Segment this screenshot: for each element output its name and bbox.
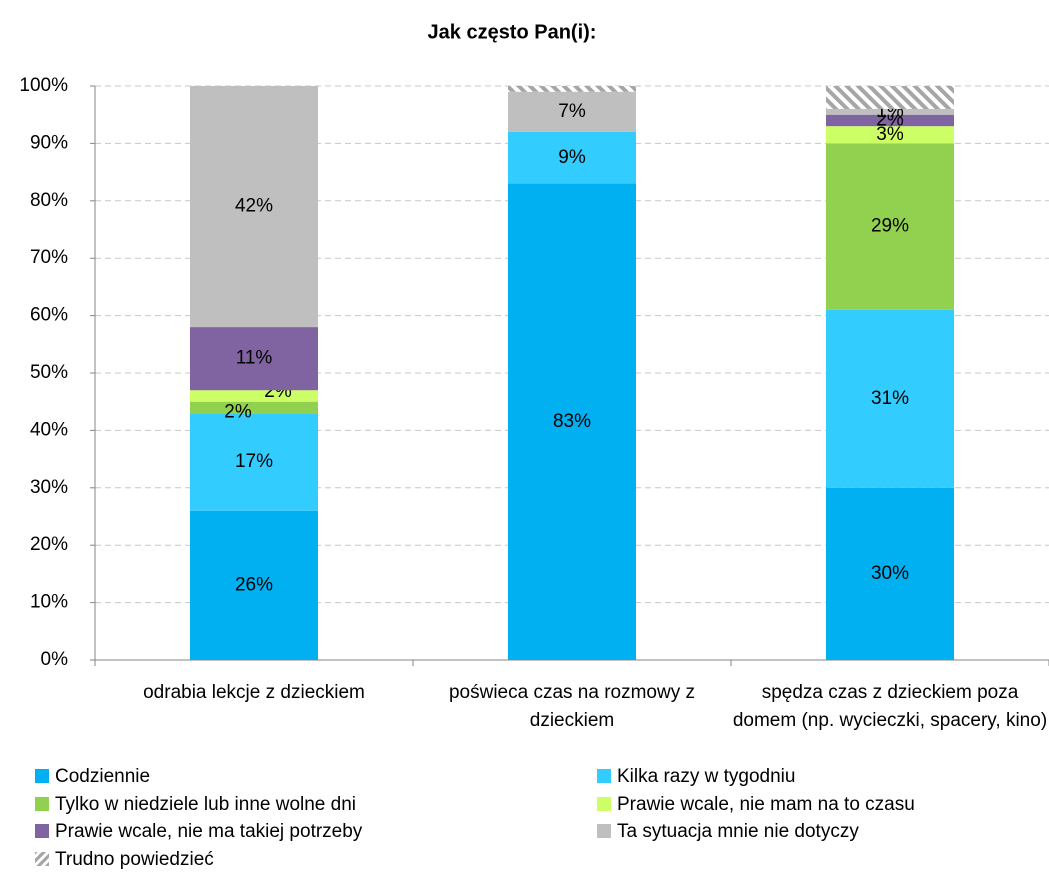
- y-tick-label: 100%: [19, 75, 68, 96]
- legend-item: Tylko w niedziele lub inne wolne dni: [35, 794, 356, 816]
- data-label: 7%: [558, 101, 586, 122]
- bar-segment: [190, 86, 318, 328]
- y-tick-label: 50%: [30, 362, 68, 383]
- bar-segment: [826, 487, 954, 660]
- y-tick-label: 40%: [30, 419, 68, 440]
- data-label: 3%: [876, 124, 904, 145]
- data-label: 30%: [871, 563, 909, 584]
- bar-segment: [826, 143, 954, 310]
- legend-label: Trudno powiedzieć: [55, 848, 214, 870]
- bar-segment: [190, 510, 318, 660]
- bar-segment: [826, 126, 954, 144]
- y-tick-label: 20%: [30, 534, 68, 555]
- y-tick-label: 60%: [30, 305, 68, 326]
- y-tick-label: 10%: [30, 592, 68, 613]
- legend-label: Tylko w niedziele lub inne wolne dni: [55, 793, 357, 815]
- data-label: 2%: [876, 109, 904, 130]
- bar-segment: [508, 183, 636, 660]
- data-label: 9%: [558, 147, 586, 168]
- chart-title: Jak często Pan(i):: [428, 21, 597, 43]
- x-tick-label: spędza czas z dzieckiem poza domem (np. …: [732, 682, 1048, 731]
- y-tick-label: 90%: [30, 132, 68, 153]
- data-label: 83%: [553, 411, 591, 432]
- legend-label: Ta sytuacja mnie nie dotyczy: [617, 821, 859, 842]
- bar-segment: [826, 108, 954, 115]
- legend-label: Prawie wcale, nie ma takiej potrzeby: [55, 821, 363, 842]
- data-label: 2%: [224, 401, 252, 422]
- legend-label: Codziennie: [55, 766, 151, 787]
- bar-segment: [826, 309, 954, 488]
- legend-swatch: [597, 796, 611, 811]
- bar-segment: [190, 401, 318, 414]
- x-tick-label: odrabia lekcje z dzieckiem: [143, 682, 365, 703]
- legend-item: Ta sytuacja mnie nie dotyczy: [597, 821, 859, 843]
- bar-segment: [508, 91, 636, 132]
- y-tick-label: 30%: [30, 477, 68, 498]
- bar-segment: [190, 390, 318, 402]
- y-tick-label: 70%: [30, 247, 68, 268]
- bar-segment: [826, 86, 954, 109]
- legend-item: Codziennie: [35, 766, 150, 788]
- bar-segment: [508, 86, 636, 92]
- bar-segment: [190, 327, 318, 391]
- y-tick-label: 80%: [30, 190, 68, 211]
- legend-swatch: [35, 769, 49, 783]
- legend-swatch: [35, 851, 49, 866]
- data-label: 26%: [235, 574, 273, 595]
- bar-segment: [190, 413, 318, 511]
- legend-swatch: [35, 824, 49, 838]
- legend-swatch: [597, 769, 611, 783]
- legend-label: Kilka razy w tygodniu: [617, 766, 796, 787]
- legend-item: Prawie wcale, nie mam na to czasu: [597, 794, 915, 816]
- legend-label: Prawie wcale, nie mam na to czasu: [617, 793, 915, 815]
- legend-swatch: [597, 824, 611, 838]
- legend-item: Prawie wcale, nie ma takiej potrzeby: [35, 821, 362, 843]
- data-label: 11%: [236, 348, 273, 369]
- data-label: 42%: [235, 196, 273, 217]
- legend-item: Trudno powiedzieć: [35, 849, 214, 871]
- data-label: 29%: [871, 216, 909, 237]
- data-label: 17%: [235, 451, 273, 472]
- x-tick-label: poświeca czas na rozmowy z dzieckiem: [448, 682, 696, 731]
- y-tick-label: 0%: [41, 649, 69, 670]
- legend-item: Kilka razy w tygodniu: [597, 766, 795, 788]
- bar-segment: [826, 114, 954, 127]
- legend-swatch: [35, 796, 49, 811]
- bar-segment: [508, 131, 636, 184]
- data-label: 31%: [871, 388, 909, 409]
